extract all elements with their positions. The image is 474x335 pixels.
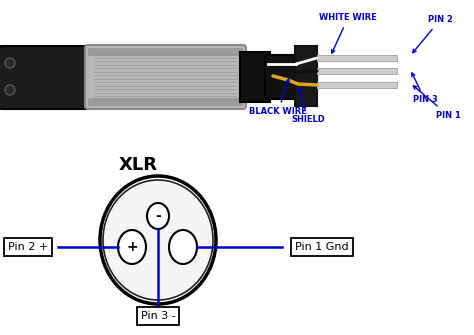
Ellipse shape [118, 230, 146, 264]
Text: Pin 1 Gnd: Pin 1 Gnd [295, 242, 349, 252]
Text: BLACK WIRE: BLACK WIRE [249, 79, 307, 117]
Bar [317, 55, 397, 61]
Ellipse shape [100, 176, 216, 304]
FancyBboxPatch shape [0, 46, 96, 109]
Text: PIN 3: PIN 3 [412, 73, 438, 105]
Text: SHIELD: SHIELD [291, 88, 325, 125]
Text: PIN 2: PIN 2 [413, 15, 453, 53]
FancyBboxPatch shape [88, 48, 243, 56]
Text: Pin 3 -: Pin 3 - [141, 311, 175, 321]
Text: -: - [155, 209, 161, 223]
Text: +: + [126, 240, 138, 254]
FancyBboxPatch shape [88, 98, 243, 106]
FancyBboxPatch shape [265, 55, 301, 99]
Circle shape [5, 85, 15, 95]
Bar [240, 52, 270, 102]
FancyBboxPatch shape [85, 45, 246, 109]
Ellipse shape [147, 203, 169, 229]
Circle shape [5, 58, 15, 68]
Ellipse shape [169, 230, 197, 264]
Text: XLR: XLR [118, 156, 157, 174]
Text: PIN 1: PIN 1 [413, 86, 460, 120]
Bar [317, 68, 397, 74]
Bar [317, 82, 397, 88]
Text: WHITE WIRE: WHITE WIRE [319, 13, 377, 53]
Ellipse shape [103, 180, 213, 300]
Text: Pin 2 +: Pin 2 + [8, 242, 48, 252]
Bar [295, 46, 317, 106]
